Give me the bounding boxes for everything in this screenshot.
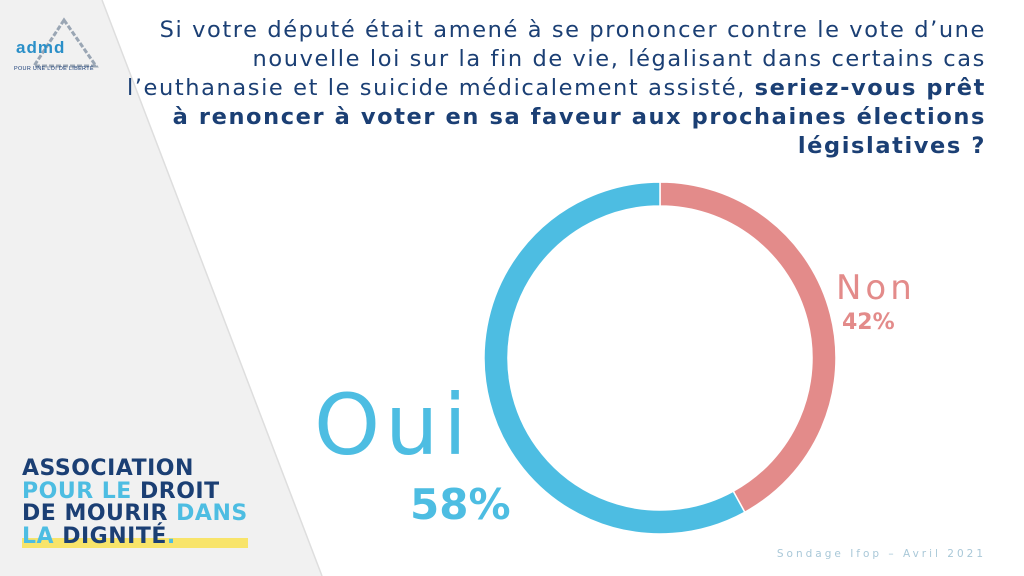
assoc-line2b: DROIT — [140, 478, 220, 504]
question-intro: Si votre député était amené à se prononc… — [126, 17, 986, 101]
assoc-line2a: POUR LE — [22, 478, 132, 504]
assoc-line4a: LA — [22, 523, 55, 549]
admd-logo — [12, 14, 112, 84]
non-percent: 42% — [842, 310, 895, 335]
association-wordmark: ASSOCIATION POUR LE DROIT DE MOURIR DANS… — [22, 456, 248, 549]
assoc-line3b: DANS — [176, 501, 248, 526]
source-note: Sondage Ifop – Avril 2021 — [776, 548, 986, 560]
oui-label: Oui — [314, 376, 472, 474]
survey-question: Si votre député était amené à se prononc… — [126, 16, 986, 161]
assoc-line1: ASSOCIATION — [22, 456, 194, 481]
question-emphasis: seriez-vous prêt à renoncer à voter en s… — [172, 75, 986, 159]
assoc-line3a: DE MOURIR — [22, 501, 168, 526]
oui-percent: 58% — [410, 480, 511, 529]
logo-wordmark: admd — [16, 38, 66, 57]
assoc-line4c: . — [166, 523, 176, 549]
assoc-line4b: DIGNITÉ — [62, 523, 167, 549]
logo-tagline: POUR UNE LOI DE LIBERTÉ — [14, 66, 94, 72]
donut-slice-non — [659, 181, 837, 514]
non-label: Non — [836, 268, 916, 308]
chain-triangle-icon — [31, 17, 99, 68]
donut-slice-oui — [483, 181, 746, 535]
